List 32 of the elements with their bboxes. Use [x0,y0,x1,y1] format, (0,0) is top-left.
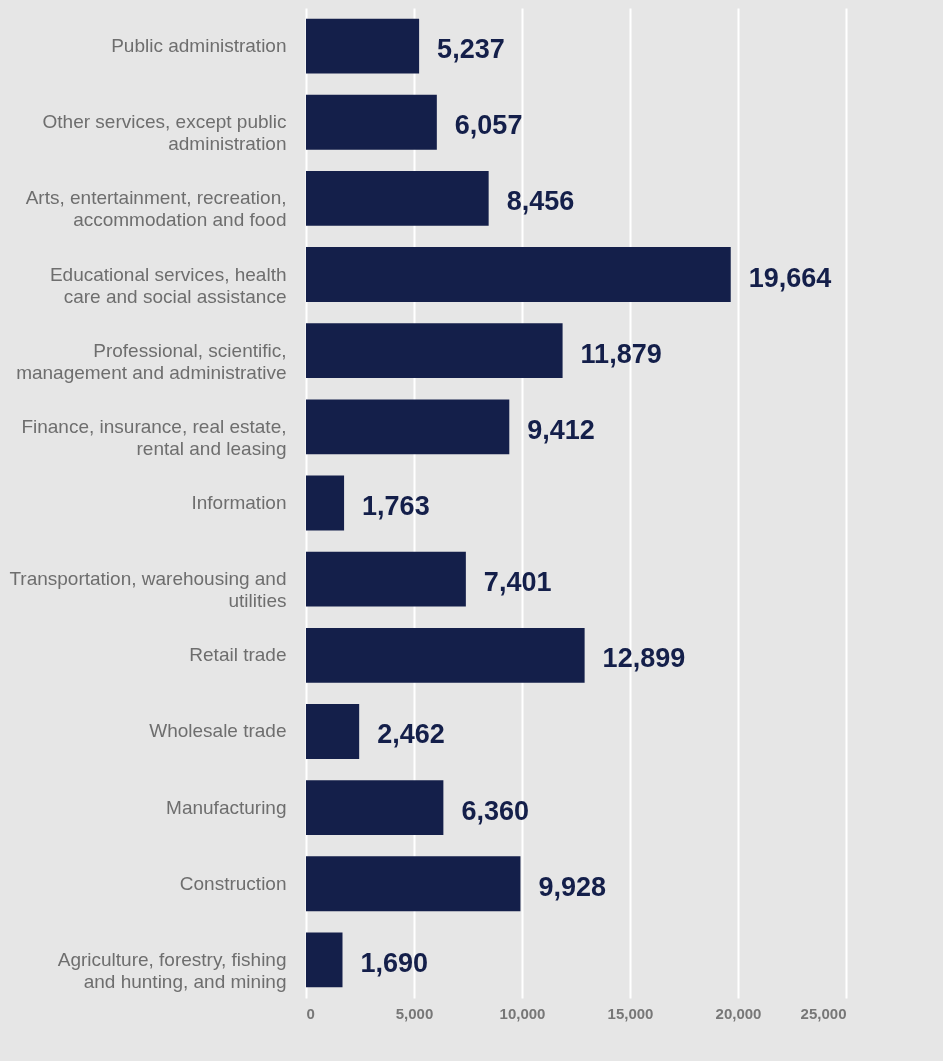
y-tick-label: Educational services, health care and social assistance [49,263,287,307]
y-tick-label: Finance, insurance, real estate, rental and leasing [21,415,287,459]
x-tick-label: 15,000 [607,1004,654,1022]
data-label: 11,879 [580,338,662,369]
y-tick-label: Professional, scientific, management and administrative [16,339,287,383]
y-tick-label: Other services, except public administration [42,111,287,155]
x-tick-label: 25,000 [800,1004,847,1022]
data-label: 1,690 [360,947,429,978]
data-label: 9,928 [538,871,607,902]
x-tick-label: 20,000 [715,1004,762,1022]
data-label: 19,664 [748,262,832,293]
y-tick-label: Public administration [111,35,287,57]
data-label: 12,899 [602,643,686,674]
data-label: 5,237 [437,34,505,65]
y-tick-label: Agriculture, forestry, fishing and hunting, and mining [57,948,287,992]
y-tick-label: Wholesale trade [149,720,287,742]
data-label: 7,401 [483,567,552,598]
data-label: 8,456 [506,186,575,217]
data-label: 6,057 [454,110,523,141]
x-tick-label: 0 [306,1004,315,1022]
y-tick-label: Information [191,492,287,513]
x-tick-label: 10,000 [499,1004,546,1022]
y-tick-label: Retail trade [189,644,287,666]
data-label: 9,412 [527,414,595,445]
x-tick-label: 5,000 [395,1004,434,1022]
data-label: 1,763 [362,491,430,521]
y-tick-label: Transportation, warehousing and utilities [9,568,287,612]
y-tick-label: Arts, entertainment, recreation, accommodation and food [25,187,287,231]
y-tick-label: Construction [179,872,287,894]
data-label: 2,462 [377,719,445,750]
data-label: 6,360 [461,795,529,826]
y-tick-label: Manufacturing [166,796,287,818]
